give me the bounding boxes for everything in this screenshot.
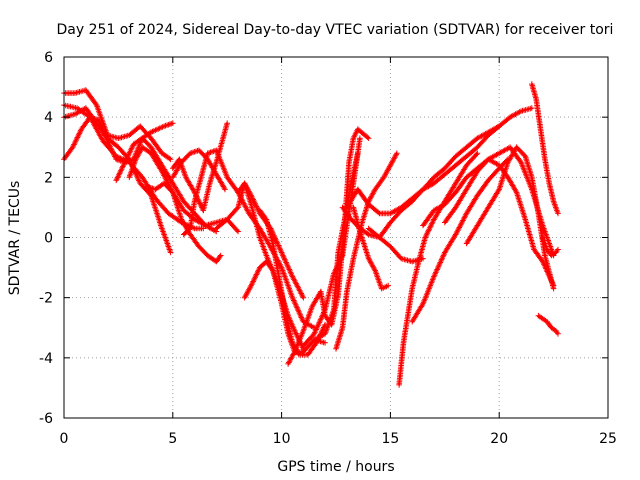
x-tick-label: 15 <box>381 431 399 447</box>
series-arc-29 <box>535 312 561 337</box>
series-line <box>341 125 500 239</box>
series-plus-markers <box>535 312 561 337</box>
x-tick-label: 5 <box>168 431 177 447</box>
x-tick-label: 20 <box>490 431 508 447</box>
series-plus-markers <box>257 207 328 358</box>
series-plus-markers <box>539 234 561 259</box>
y-tick-labels: -6 -4 -2 0 2 4 6 <box>39 50 53 427</box>
y-tick-label: -2 <box>39 291 53 307</box>
x-tick-label: 0 <box>60 431 69 447</box>
y-tick-label: -4 <box>39 351 53 367</box>
series-arc-11 <box>213 180 307 301</box>
series-plus-markers <box>396 150 481 388</box>
series-plus-markers <box>170 147 228 193</box>
y-axis-title: SDTVAR / TECUs <box>7 181 23 296</box>
y-tick-label: 6 <box>44 50 53 66</box>
series-plus-markers <box>61 87 174 163</box>
series-arc-09 <box>170 147 228 193</box>
series-plus-markers <box>409 156 511 325</box>
series-arc-27 <box>463 144 557 292</box>
series-arc-04 <box>61 114 176 166</box>
series-plus-markers <box>463 144 557 292</box>
series-arc-21 <box>350 204 391 292</box>
series-arc-30 <box>539 234 561 259</box>
series-plus-markers <box>529 81 561 217</box>
series-arc-28 <box>529 81 561 217</box>
series-arc-14 <box>257 207 328 358</box>
series-arc-01 <box>61 87 174 163</box>
series-arc-05 <box>113 135 220 235</box>
series-plus-markers <box>311 150 361 343</box>
y-tick-label: -6 <box>39 411 53 427</box>
series-arc-17 <box>311 150 361 343</box>
series-plus-markers <box>143 180 224 265</box>
series-plus-markers <box>350 204 391 292</box>
x-tick-label: 10 <box>273 431 291 447</box>
x-axis-title: GPS time / hours <box>277 459 394 475</box>
axis-ticks <box>63 56 609 419</box>
x-tick-labels: 0 5 10 15 20 25 <box>60 431 617 447</box>
series-arc-18 <box>333 150 400 352</box>
grid <box>64 57 608 418</box>
series-arc-24 <box>409 156 511 325</box>
y-tick-label: 0 <box>44 231 53 247</box>
series-arc-10 <box>180 147 317 331</box>
data-series <box>61 81 561 388</box>
chart-title: Day 251 of 2024, Sidereal Day-to-day VTE… <box>57 22 614 38</box>
series-arc-22 <box>365 225 426 265</box>
y-tick-label: 4 <box>44 110 53 126</box>
series-arc-23 <box>396 150 481 388</box>
y-tick-label: 2 <box>44 170 53 186</box>
x-tick-label: 25 <box>599 431 617 447</box>
series-plus-markers <box>180 147 317 331</box>
series-arc-07 <box>143 180 224 265</box>
